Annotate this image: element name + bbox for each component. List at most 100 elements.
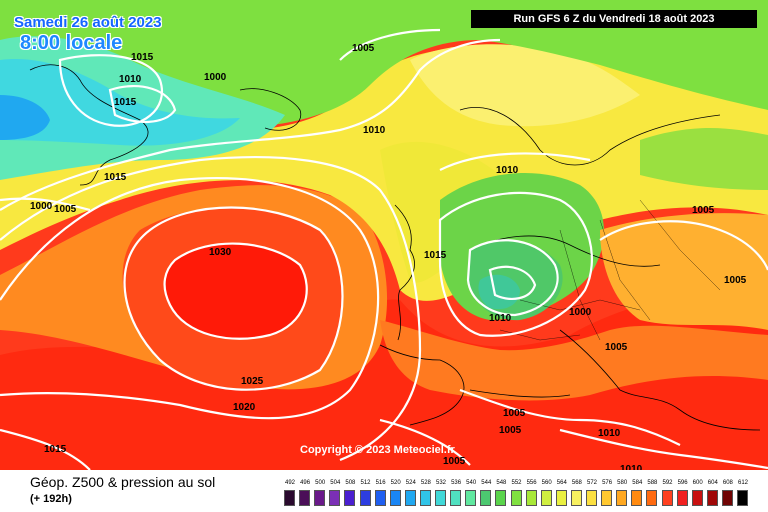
fill-deep-red-south [0,285,768,470]
border-3 [639,199,721,291]
isobar-1015-low [108,85,177,124]
isobar-label: 1010 [489,313,512,324]
scale-label: 584 [632,480,643,486]
scale-label: 516 [375,480,386,486]
scale-swatch [299,490,311,506]
isobar-label: 1030 [209,247,232,258]
color-scale-labels: 492 496 500 504 508 512 516 520 524 528 532 536 540 5… [284,480,752,488]
isobar-1010-north [439,152,591,171]
scale-swatch [389,490,401,506]
scale-label: 508 [345,480,356,486]
isobar-label: 1010 [119,74,142,85]
isobar-1005-sw [379,418,471,466]
scale-swatch [284,490,295,506]
fill-cyan-greenland [0,59,240,146]
scale-label: 512 [360,480,371,486]
scale-swatch [601,490,613,506]
isobar-label: 1005 [503,408,526,419]
scale-swatch [419,490,431,506]
isobar-label: 1025 [241,376,264,387]
isobar-1010-trough [438,191,593,337]
scale-label: 532 [435,480,446,486]
fill-orange-med [380,320,768,401]
scale-swatch [525,490,537,506]
scale-label: 588 [647,480,658,486]
scale-label: 536 [451,480,462,486]
scale-label: 548 [496,480,507,486]
scale-swatch [570,490,582,506]
isobar-1010-africa [559,428,768,470]
scale-swatch [676,490,688,506]
scale-label: 580 [617,480,628,486]
scale-label: 576 [602,480,613,486]
scale-label: 492 [284,480,295,486]
scale-swatch [691,490,703,506]
z500-pressure-map: 1015 1010 1000 1015 1015 1000 1005 1005 … [0,0,768,470]
scale-swatch [631,490,643,506]
isobar-1015 [0,156,422,462]
weather-map: 1015 1010 1000 1015 1015 1000 1005 1005 … [0,0,768,470]
scale-label: 564 [556,480,567,486]
scale-swatch [555,490,567,506]
isobar-label: 1010 [620,464,643,470]
isobar-label: 1015 [44,444,67,455]
scale-swatch [646,490,658,506]
scale-label: 520 [390,480,401,486]
fill-orange-east [600,213,768,330]
isobar-1010-low [58,54,163,127]
iberia-coast [379,344,465,426]
isobar-labels: 1015 1010 1000 1015 1015 1000 1005 1005 … [30,43,747,470]
forecast-hour: (+ 192h) [30,493,72,505]
isobar-label: 1010 [496,165,519,176]
scale-label: 556 [526,480,537,486]
isobar-label: 1015 [114,97,137,108]
isobar-label: 1005 [352,43,375,54]
scale-label: 600 [692,480,703,486]
scale-swatch [404,490,416,506]
scale-label: 592 [662,480,673,486]
scale-label: 552 [511,480,522,486]
isobar-1000-trough [488,265,537,300]
isobar-label: 1000 [569,307,592,318]
scandinavia-coast [459,107,721,166]
scale-swatch [344,490,356,506]
scale-swatch [435,490,446,506]
isobar-label: 1005 [692,205,715,216]
isobar-label: 1015 [104,172,127,183]
local-time: 8:00 locale [20,32,123,54]
scale-label: 524 [405,480,416,486]
scale-label: 496 [300,480,311,486]
iceland-coast [239,88,302,131]
isobar-label: 1005 [724,275,747,286]
isobar-label: 1020 [233,402,256,413]
scale-swatch [706,490,718,506]
isobar-1020 [0,177,380,420]
scale-swatch [661,490,673,506]
scale-swatch [480,490,492,506]
scale-swatch [359,490,371,506]
scale-label: 608 [722,480,733,486]
fill-pale-yellow-scandinavia [410,44,640,127]
isobar-1030 [163,242,308,340]
scale-label: 528 [420,480,431,486]
scale-swatch [465,490,477,506]
isobar-label: 1015 [424,250,447,261]
fill-teal-core [478,274,520,310]
isobar-1005-west [0,197,91,212]
forecast-date: Samedi 26 août 2023 [14,14,162,31]
color-scale [284,490,752,506]
scale-swatch [510,490,522,506]
scale-label: 500 [315,480,326,486]
isobar-label: 1005 [499,425,522,436]
isobar-1005-trough [466,239,559,317]
isobar-label: 1015 [131,52,154,63]
scale-swatch [540,490,552,506]
copyright-notice: Copyright © 2023 Meteociel.fr [300,444,455,456]
scale-label: 604 [707,480,718,486]
scale-label: 560 [541,480,552,486]
scale-label: 504 [330,480,341,486]
scale-swatch [737,490,748,506]
isobar-1005-north [339,28,441,61]
scale-label: 572 [586,480,597,486]
isobar-1015-sw [0,428,91,470]
